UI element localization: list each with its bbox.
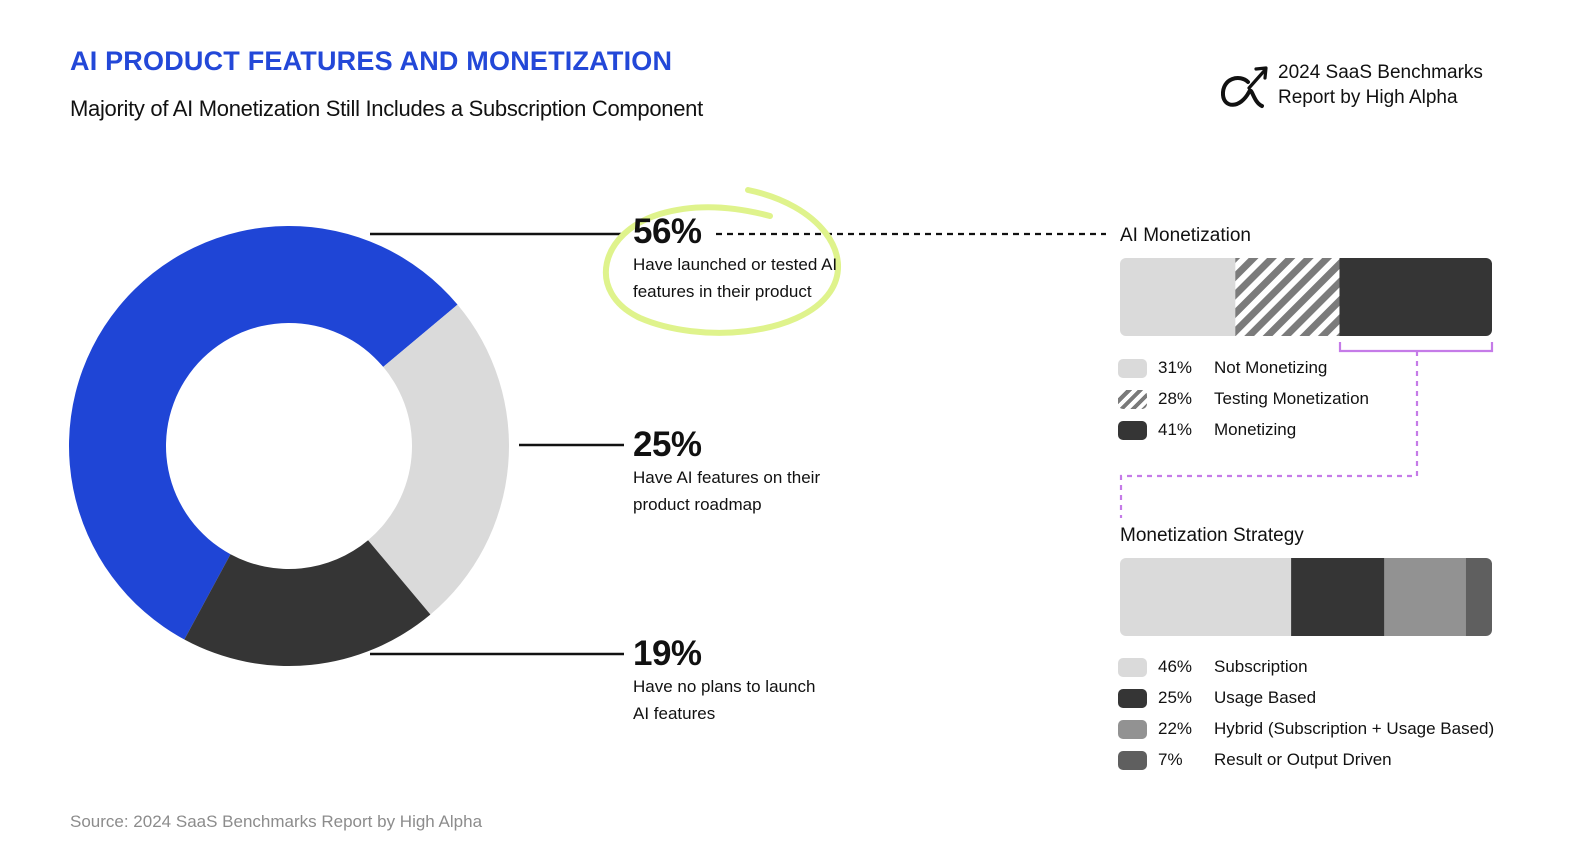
bar-segment-2 bbox=[1384, 558, 1467, 636]
monetization-strategy-bar bbox=[1120, 558, 1492, 636]
bracket-monetizing bbox=[1338, 342, 1494, 353]
source-note: Source: 2024 SaaS Benchmarks Report by H… bbox=[70, 812, 483, 831]
legend-swatch bbox=[1118, 658, 1147, 677]
legend-label: Hybrid (Subscription + Usage Based) bbox=[1214, 719, 1495, 738]
bar-segment-3 bbox=[1465, 558, 1492, 636]
alpha-arrow-icon bbox=[1221, 66, 1268, 108]
legend-value: 7% bbox=[1158, 750, 1183, 769]
legend-swatch bbox=[1118, 689, 1147, 708]
legend-label: Testing Monetization bbox=[1214, 389, 1369, 408]
bar-segment-0 bbox=[1120, 558, 1292, 636]
brand-text: 2024 SaaS Benchmarks Report by High Alph… bbox=[1278, 60, 1483, 110]
legend-swatch bbox=[1118, 359, 1147, 378]
legend-swatch bbox=[1118, 390, 1147, 409]
brand-line-2: Report by High Alpha bbox=[1278, 87, 1458, 108]
donut-slice-2 bbox=[184, 540, 431, 667]
callout-2: 19% Have no plans to launch AI features bbox=[633, 634, 815, 727]
bar-segment-2 bbox=[1339, 258, 1492, 336]
legend-label: Result or Output Driven bbox=[1214, 750, 1392, 769]
page-title: AI PRODUCT FEATURES AND MONETIZATION bbox=[70, 46, 673, 76]
legend-label: Usage Based bbox=[1214, 688, 1317, 707]
legend-label: Not Monetizing bbox=[1214, 358, 1328, 377]
legend-value: 22% bbox=[1158, 719, 1193, 738]
callout-desc-line-1: Have AI features on their bbox=[633, 468, 821, 487]
callout-1: 25% Have AI features on their product ro… bbox=[633, 425, 820, 518]
bar-segment-0 bbox=[1120, 258, 1236, 336]
page-subtitle: Majority of AI Monetization Still Includ… bbox=[70, 96, 703, 121]
callout-0: 56% Have launched or tested AI features … bbox=[633, 212, 837, 305]
brand: 2024 SaaS Benchmarks Report by High Alph… bbox=[1218, 60, 1518, 116]
ai-monetization-title: AI Monetization bbox=[1120, 225, 1251, 246]
callout-pct: 56% bbox=[633, 212, 702, 251]
legend-swatch bbox=[1118, 421, 1147, 440]
donut-slice-0 bbox=[68, 225, 458, 640]
legend-value: 41% bbox=[1158, 420, 1193, 439]
callout-desc-line-1: Have launched or tested AI bbox=[633, 255, 838, 274]
donut-slice-1 bbox=[368, 304, 510, 615]
callout-pct: 19% bbox=[633, 634, 702, 673]
legend-label: Subscription bbox=[1214, 657, 1308, 676]
donut-chart bbox=[68, 225, 510, 667]
highlight-circle bbox=[602, 187, 842, 336]
callout-desc-line-1: Have no plans to launch bbox=[633, 677, 816, 696]
callout-desc-line-2: AI features bbox=[633, 704, 716, 723]
legend-swatch bbox=[1118, 751, 1147, 770]
monetization-strategy-title: Monetization Strategy bbox=[1120, 525, 1304, 546]
callout-desc-line-2: product roadmap bbox=[633, 495, 762, 514]
bar-segment-1 bbox=[1291, 558, 1385, 636]
callout-pct: 25% bbox=[633, 425, 702, 464]
legend-value: 25% bbox=[1158, 688, 1193, 707]
bar-segment-1 bbox=[1235, 258, 1340, 336]
legend-swatch bbox=[1118, 720, 1147, 739]
legend-label: Monetizing bbox=[1214, 420, 1297, 439]
callout-desc-line-2: features in their product bbox=[633, 282, 812, 301]
legend-value: 31% bbox=[1158, 358, 1193, 377]
legend-value: 28% bbox=[1158, 389, 1193, 408]
legend-value: 46% bbox=[1158, 657, 1193, 676]
brand-line-1: 2024 SaaS Benchmarks bbox=[1278, 62, 1483, 83]
ai-monetization-bar bbox=[1120, 258, 1492, 336]
dashed-connector-strategy bbox=[1119, 351, 1419, 518]
